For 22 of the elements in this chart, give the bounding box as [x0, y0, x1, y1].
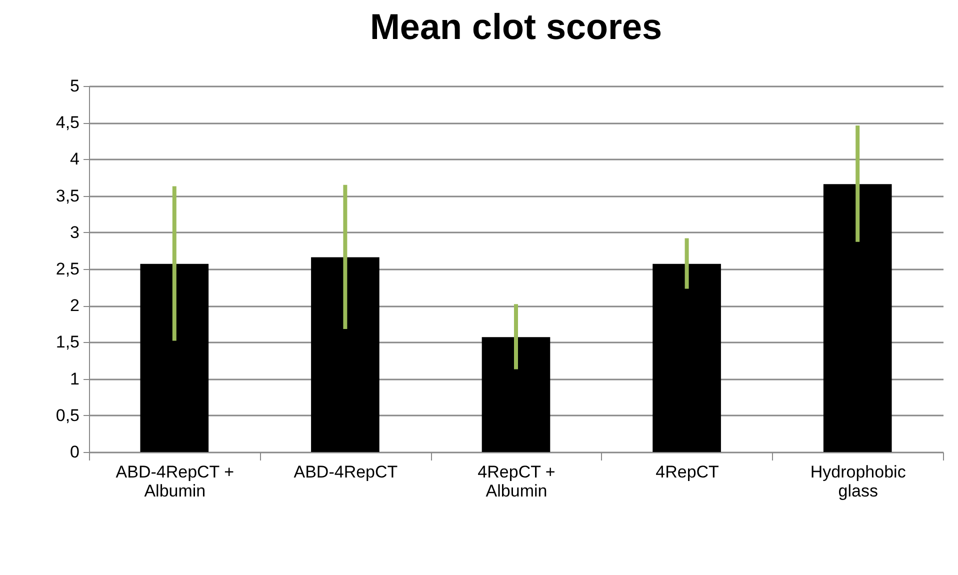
y-tick-label: 2	[70, 296, 80, 316]
bar	[311, 257, 380, 452]
chart-title: Mean clot scores	[370, 6, 662, 47]
y-tick-label: 0	[70, 442, 80, 462]
y-tick-label: 0,5	[56, 406, 80, 425]
x-tick-label: ABD-4RepCT + Albumin	[116, 462, 234, 500]
y-tick-label: 4	[70, 150, 80, 169]
y-tick-label: 3,5	[56, 186, 80, 206]
y-tick-label: 5	[70, 76, 80, 96]
y-tick-label: 3	[70, 222, 80, 242]
y-tick-label: 2,5	[56, 260, 80, 278]
x-tick-label: 4RepCT + Albumin	[478, 462, 556, 500]
x-tick-label: ABD-4RepCT	[294, 462, 398, 482]
y-tick-label: 1,5	[56, 332, 80, 352]
y-tick-label: 4,5	[56, 113, 80, 132]
y-tick-label: 1	[70, 369, 80, 388]
x-tick-label: Hydrophobic glass	[810, 462, 906, 500]
bar	[482, 337, 550, 452]
bar	[652, 264, 721, 452]
bar	[823, 184, 892, 452]
x-tick-label: 4RepCT	[656, 462, 719, 482]
bar	[140, 264, 209, 452]
